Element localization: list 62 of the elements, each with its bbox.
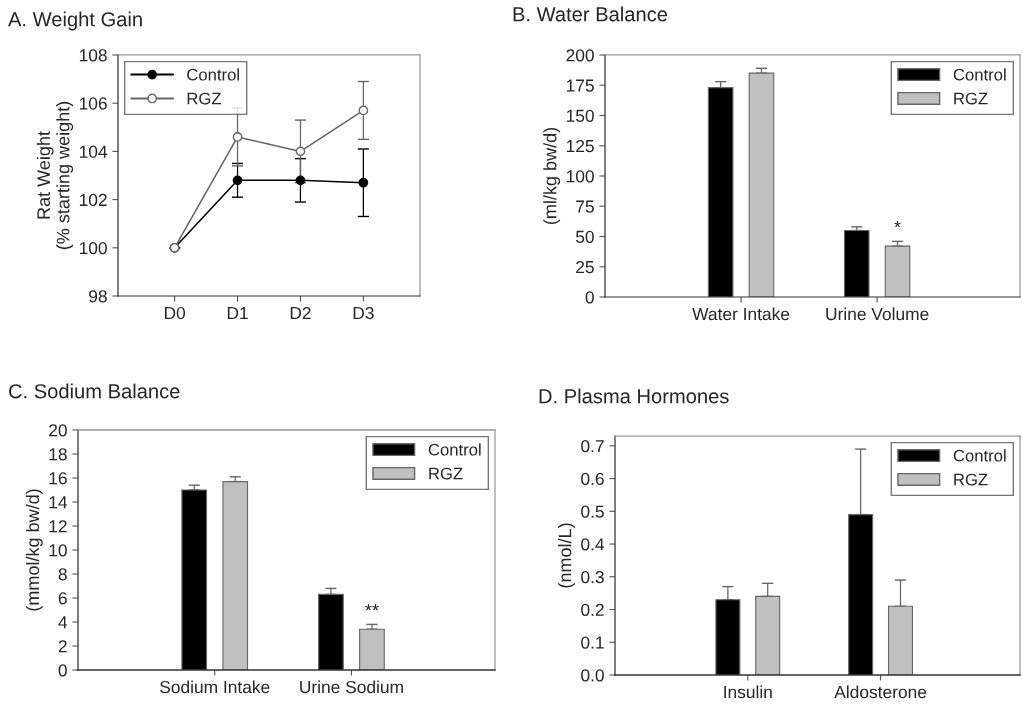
y-tick-label: 8: [58, 568, 67, 581]
y-tick-label: 18: [49, 448, 67, 461]
y-tick-label: 50: [575, 230, 594, 243]
legend-label: RGZ: [187, 92, 221, 105]
y-tick-label: 75: [576, 200, 594, 213]
y-tick-label: 150: [566, 109, 594, 122]
y-tick-label: 16: [49, 472, 67, 485]
y-tick-label: 10: [49, 544, 67, 557]
x-tick-label: Urine Sodium: [300, 680, 403, 694]
y-tick-label: 4: [58, 616, 68, 629]
legend-label: Control: [428, 443, 481, 456]
y-tick-label: 6: [58, 592, 67, 605]
chart-title: C. Sodium Balance: [9, 383, 180, 399]
annotation: *: [894, 221, 901, 228]
legend-label: RGZ: [954, 92, 988, 105]
legend-label: Control: [187, 68, 239, 81]
y-tick-label: 20: [49, 424, 67, 437]
y-tick-label: 14: [49, 496, 68, 509]
x-tick-label: Insulin: [724, 685, 772, 699]
legend-label: Control: [953, 449, 1006, 462]
legend-label: RGZ: [429, 467, 463, 480]
x-tick-label: D3: [353, 306, 374, 320]
y-tick-label: 2: [58, 640, 67, 653]
y-tick-label: 98: [89, 290, 107, 303]
y-tick-label: 0: [58, 664, 67, 677]
chart-title: A. Weight Gain: [8, 11, 142, 31]
y-tick-label: 25: [576, 260, 594, 274]
y-tick-label: 125: [566, 139, 594, 153]
y-tick-label: 0: [585, 291, 594, 304]
y-tick-label: 200: [566, 49, 594, 62]
legend-label: Control: [953, 68, 1006, 81]
chart-title: B. Water Balance: [513, 6, 668, 22]
chart-title: D. Plasma Hormones: [539, 388, 729, 404]
y-tick-label: 0.6: [581, 472, 604, 486]
x-tick-label: D2: [290, 306, 311, 319]
y-tick-label: 0.0: [581, 669, 604, 682]
y-tick-label: 0.1: [581, 636, 604, 649]
y-axis-title: (nmol/L): [558, 523, 575, 588]
y-tick-label: 0.2: [581, 603, 604, 616]
x-tick-label: Urine Volume: [826, 307, 929, 321]
y-axis-title: (mmol/kg bw/d): [25, 489, 43, 611]
y-axis-title: (ml/kg bw/d): [543, 127, 561, 225]
y-tick-label: 104: [79, 145, 108, 158]
y-tick-label: 0.7: [581, 439, 604, 453]
y-tick-label: 106: [79, 97, 107, 110]
y-tick-label: 0.5: [581, 505, 604, 518]
y-tick-label: 100: [79, 241, 107, 255]
x-tick-label: Water Intake: [692, 307, 790, 321]
x-tick-label: D1: [227, 307, 248, 319]
y-tick-label: 108: [79, 49, 107, 62]
x-tick-label: Sodium Intake: [160, 680, 270, 694]
y-tick-label: 0.3: [581, 570, 604, 584]
y-tick-label: 12: [49, 520, 67, 533]
legend-label: RGZ: [954, 473, 988, 486]
y-tick-label: 0.4: [581, 538, 605, 551]
x-tick-label: D0: [164, 306, 186, 320]
x-tick-label: Aldosterone: [834, 685, 927, 699]
y-axis-title: Rat Weight (% starting weight): [36, 101, 74, 250]
y-tick-label: 102: [79, 193, 107, 207]
y-tick-label: 100: [566, 170, 594, 183]
y-tick-label: 175: [566, 79, 594, 92]
annotation: **: [365, 604, 379, 611]
